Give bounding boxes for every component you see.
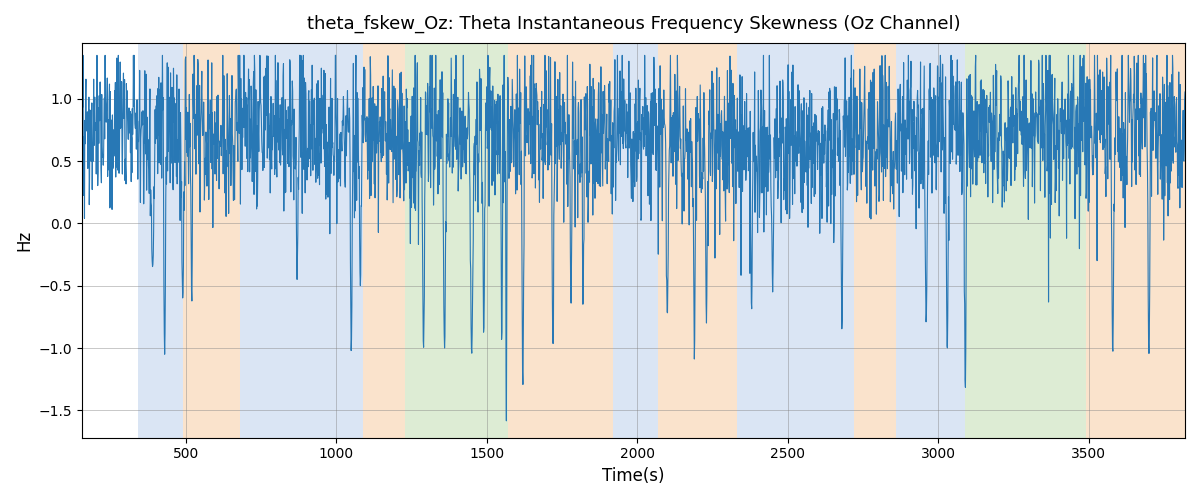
Bar	[896, 43, 965, 438]
Y-axis label: Hz: Hz	[14, 230, 32, 251]
Bar	[240, 43, 364, 438]
Bar	[737, 43, 785, 438]
Bar	[508, 43, 613, 438]
Bar	[613, 43, 659, 438]
Bar	[785, 43, 854, 438]
Bar	[406, 43, 508, 438]
Bar	[854, 43, 896, 438]
Bar	[364, 43, 406, 438]
Bar	[965, 43, 1086, 438]
Bar	[182, 43, 240, 438]
X-axis label: Time(s): Time(s)	[602, 467, 665, 485]
Bar	[1086, 43, 1186, 438]
Bar	[659, 43, 737, 438]
Bar	[138, 43, 182, 438]
Title: theta_fskew_Oz: Theta Instantaneous Frequency Skewness (Oz Channel): theta_fskew_Oz: Theta Instantaneous Freq…	[307, 15, 960, 34]
